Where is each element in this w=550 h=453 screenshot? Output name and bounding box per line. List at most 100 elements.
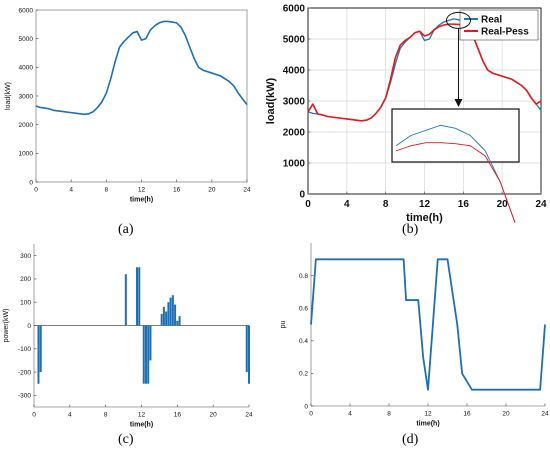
c-y-tick-label-4: 100 <box>20 299 31 306</box>
d-x-tick-label-3: 12 <box>424 411 432 418</box>
a-x-tick-label-6: 24 <box>243 187 251 194</box>
a-x-tick-label-4: 16 <box>173 187 181 194</box>
d-y-axis-label: pu <box>280 321 287 329</box>
caption-a: (a) <box>118 222 134 237</box>
caption-c: (c) <box>118 432 134 447</box>
b-legend-box <box>459 9 539 41</box>
panel-c-chart: 0 4 8 12 16 20 24 -300 -200 -100 0 100 200 300 time(h)… <box>3 244 253 429</box>
c-x-tick-label-4: 16 <box>174 412 182 419</box>
b-y-tick-label-0: 0 <box>299 190 305 201</box>
d-y-tick-label-3: 0.6 <box>299 305 308 312</box>
b-y-tick-label-2: 2000 <box>283 128 306 139</box>
b-y-tick-label-5: 5000 <box>283 35 306 46</box>
c-bar-2 <box>124 274 127 326</box>
c-bar-6 <box>144 325 147 384</box>
c-bar-10 <box>162 306 165 326</box>
c-y-tick-label-3: 0 <box>27 323 31 330</box>
a-y-tick-label-5: 5000 <box>19 36 34 43</box>
a-y-tick-label-4: 4000 <box>19 65 34 72</box>
b-x-tick-label-0: 0 <box>305 199 311 210</box>
c-bar-0 <box>37 325 40 384</box>
c-bar-15 <box>174 304 177 326</box>
panel-d-chart: 0 4 8 12 16 20 24 0 0.2 0.4 0.6 0.8 time(h) pu <box>280 243 549 428</box>
c-x-tick-label-5: 20 <box>210 412 218 419</box>
c-bar-11 <box>165 311 168 326</box>
b-x-tick-label-4: 16 <box>458 199 470 210</box>
b-legend-label-0: Real <box>481 15 502 26</box>
d-x-axis-label: time(h) <box>416 421 439 428</box>
d-series-line <box>310 258 546 391</box>
d-x-tick-label-0: 0 <box>309 411 313 418</box>
a-x-tick-label-5: 20 <box>208 187 216 194</box>
a-y-tick-label-0: 0 <box>29 179 33 186</box>
b-y-tick-label-3: 3000 <box>283 97 306 108</box>
a-plot-frame <box>35 9 248 183</box>
c-bar-17 <box>178 316 181 326</box>
b-x-tick-label-2: 8 <box>383 199 389 210</box>
d-x-tick-label-6: 24 <box>541 411 549 418</box>
d-x-tick-label-2: 8 <box>387 411 391 418</box>
caption-d: (d) <box>402 432 419 447</box>
c-x-tick-label-1: 4 <box>68 412 72 419</box>
b-x-tick-label-5: 20 <box>497 199 509 210</box>
c-x-tick-label-3: 12 <box>138 412 146 419</box>
a-y-tick-label-6: 6000 <box>19 7 34 14</box>
panel-b-chart: 0 4 8 12 16 20 24 0 1000 2000 3000 4000 5000 6000 time… <box>265 4 547 225</box>
a-y-tick-label-1: 1000 <box>19 151 34 158</box>
d-y-tick-label-1: 0.2 <box>299 371 308 378</box>
c-x-tick-label-0: 0 <box>32 412 36 419</box>
d-x-tick-label-1: 4 <box>348 411 352 418</box>
d-x-tick-label-4: 16 <box>463 411 471 418</box>
d-y-tick-label-0: 0 <box>304 403 308 410</box>
c-bar-5 <box>142 325 145 384</box>
b-zoom-arrow-head <box>454 99 463 107</box>
b-zoom-inset-box <box>391 108 520 163</box>
b-legend-label-1: Real-Pess <box>481 27 529 38</box>
b-y-tick-label-6: 6000 <box>283 4 306 15</box>
b-x-tick-label-1: 4 <box>344 199 350 210</box>
a-x-tick-label-2: 8 <box>105 187 109 194</box>
c-bar-3 <box>136 267 139 326</box>
b-x-tick-label-3: 12 <box>419 199 431 210</box>
c-x-tick-label-6: 24 <box>245 412 253 419</box>
panel-a-chart: 0 4 8 12 16 20 24 0 1000 2000 3000 4000 5000 6000 time… <box>5 7 251 203</box>
c-bar-18 <box>245 325 248 373</box>
c-y-axis-label: power(kW) <box>3 309 10 343</box>
d-x-tick-label-5: 20 <box>502 411 510 418</box>
c-x-axis-label: time(h) <box>130 422 153 429</box>
b-y-tick-label-1: 1000 <box>283 159 306 170</box>
b-zoom-inset-line-0 <box>395 124 516 223</box>
c-bar-9 <box>160 313 163 326</box>
c-bar-13 <box>169 297 172 326</box>
b-y-axis-label: load(kW) <box>265 77 277 124</box>
c-y-tick-label-1: -200 <box>18 369 31 376</box>
a-y-axis-label: load(kW) <box>5 82 12 110</box>
c-bar-1 <box>39 325 42 373</box>
c-bar-8 <box>149 325 152 361</box>
a-x-axis-label: time(h) <box>130 197 153 204</box>
b-series-line-1 <box>307 23 542 122</box>
c-y-tick-label-0: -300 <box>18 393 31 400</box>
c-bar-14 <box>171 295 174 326</box>
b-y-tick-label-4: 4000 <box>283 66 306 77</box>
c-bar-4 <box>138 267 141 326</box>
c-y-tick-label-5: 200 <box>20 276 31 283</box>
d-y-tick-label-2: 0.4 <box>299 338 308 345</box>
a-x-tick-label-0: 0 <box>34 187 38 194</box>
caption-b: (b) <box>402 222 419 237</box>
c-bar-19 <box>248 325 250 384</box>
c-bar-16 <box>176 320 179 326</box>
c-y-tick-label-6: 300 <box>20 253 31 260</box>
c-x-tick-label-2: 8 <box>104 412 108 419</box>
d-y-tick-label-4: 0.8 <box>299 273 308 280</box>
a-y-tick-label-2: 2000 <box>19 122 34 129</box>
b-x-tick-label-6: 24 <box>535 199 547 210</box>
a-x-tick-label-1: 4 <box>69 187 73 194</box>
a-series-line <box>35 20 248 116</box>
c-bar-12 <box>167 302 170 326</box>
c-bar-7 <box>147 325 150 384</box>
c-y-tick-label-2: -100 <box>18 346 31 353</box>
b-zoom-inset-line-1 <box>395 142 516 223</box>
b-x-axis-label: time(h) <box>406 212 443 224</box>
